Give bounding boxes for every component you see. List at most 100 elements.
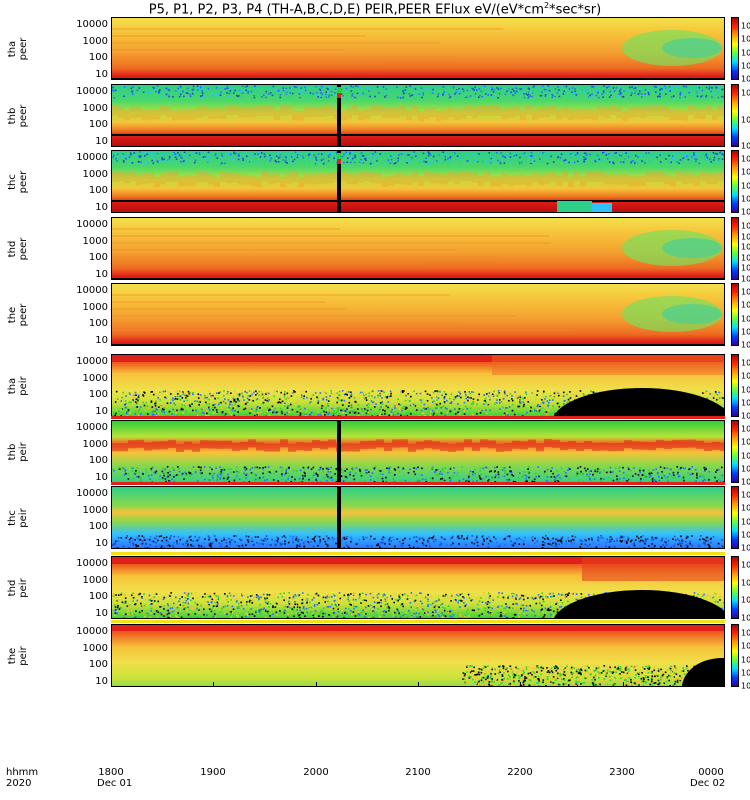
color-bar bbox=[731, 556, 739, 619]
color-bar bbox=[731, 283, 739, 346]
x-tick-label: 0000 bbox=[698, 767, 724, 778]
spectrogram-panel bbox=[111, 420, 725, 483]
colorbar-tick-label: 107 bbox=[741, 287, 750, 297]
spectrogram-panel bbox=[111, 84, 725, 147]
spectrogram-panel bbox=[111, 17, 725, 80]
colorbar-tick-label: 108 bbox=[741, 21, 750, 31]
colorbar-tick-label: 103 bbox=[741, 340, 750, 350]
y-tick-label: 100 bbox=[88, 185, 108, 197]
colorbar-tick-label: 104 bbox=[741, 141, 750, 151]
colorbar-tick-label: 103 bbox=[741, 543, 750, 553]
y-tick-label: 1000 bbox=[82, 35, 108, 47]
colorbar-tick-label: 107 bbox=[741, 34, 750, 44]
colorbar-tick-label: 105 bbox=[741, 578, 750, 588]
colorbar-tick-label: 108 bbox=[741, 88, 750, 98]
spectrogram-panel bbox=[111, 150, 725, 213]
y-axis-label: thc peir bbox=[7, 507, 29, 528]
colorbar-tick-label: 107 bbox=[741, 167, 750, 177]
color-bar bbox=[731, 624, 739, 687]
y-axis-label: thd peer bbox=[7, 237, 29, 260]
spectrogram-image bbox=[112, 18, 724, 79]
y-tick-label: 10000 bbox=[76, 487, 108, 499]
y-tick-label: 10 bbox=[95, 68, 108, 80]
color-bar bbox=[731, 420, 739, 483]
y-tick-label: 10 bbox=[95, 471, 108, 483]
y-tick-label: 10000 bbox=[76, 421, 108, 433]
x-tick-label: 2200 bbox=[507, 767, 533, 778]
y-axis-label: thc peer bbox=[7, 170, 29, 193]
y-tick-label: 10000 bbox=[76, 625, 108, 637]
y-tick-label: 10000 bbox=[76, 355, 108, 367]
color-bar bbox=[731, 84, 739, 147]
y-tick-label: 100 bbox=[88, 455, 108, 467]
spectrogram-panel bbox=[111, 556, 725, 619]
colorbar-tick-label: 102 bbox=[741, 411, 750, 421]
y-tick-label: 1000 bbox=[82, 235, 108, 247]
colorbar-tick-label: 108 bbox=[741, 154, 750, 164]
colorbar-tick-label: 104 bbox=[741, 327, 750, 337]
y-axis-label: tha peer bbox=[7, 37, 29, 60]
y-tick-label: 100 bbox=[88, 318, 108, 330]
y-axis-label: the peer bbox=[7, 303, 29, 326]
x-tick-label: 1800 bbox=[98, 767, 124, 778]
spectrogram-image bbox=[112, 487, 724, 548]
spectrogram-image bbox=[112, 557, 724, 618]
colorbar-tick-label: 106 bbox=[741, 560, 750, 570]
status-bar bbox=[111, 620, 725, 623]
y-tick-label: 10000 bbox=[76, 85, 108, 97]
colorbar-tick-label: 104 bbox=[741, 74, 750, 84]
spectrogram-image bbox=[112, 625, 724, 686]
colorbar-tick-label: 104 bbox=[741, 451, 750, 461]
colorbar-tick-label: 103 bbox=[741, 613, 750, 623]
y-tick-label: 1000 bbox=[82, 372, 108, 384]
colorbar-tick-label: 105 bbox=[741, 314, 750, 324]
y-tick-label: 1000 bbox=[82, 168, 108, 180]
colorbar-tick-label: 108 bbox=[741, 221, 750, 231]
color-bar bbox=[731, 150, 739, 213]
x-tick-mark bbox=[520, 682, 522, 687]
y-tick-label: 1000 bbox=[82, 102, 108, 114]
x-axis-label-year: 2020 bbox=[6, 778, 32, 789]
spectrogram-image bbox=[112, 85, 724, 146]
y-tick-label: 10 bbox=[95, 135, 108, 147]
y-axis-label: thb peir bbox=[7, 441, 29, 462]
y-tick-label: 100 bbox=[88, 521, 108, 533]
colorbar-tick-label: 106 bbox=[741, 628, 750, 638]
y-axis-label: tha peir bbox=[7, 375, 29, 396]
colorbar-tick-label: 102 bbox=[741, 477, 750, 487]
colorbar-tick-label: 106 bbox=[741, 115, 750, 125]
spectrogram-panel bbox=[111, 624, 725, 687]
colorbar-tick-label: 105 bbox=[741, 437, 750, 447]
x-date-label: Dec 02 bbox=[690, 778, 726, 789]
x-tick-label: 1900 bbox=[200, 767, 226, 778]
color-bar bbox=[731, 17, 739, 80]
y-tick-label: 10 bbox=[95, 537, 108, 549]
y-axis-label: the peir bbox=[7, 645, 29, 666]
y-tick-label: 10 bbox=[95, 268, 108, 280]
y-tick-label: 10 bbox=[95, 201, 108, 213]
spectrogram-panel bbox=[111, 486, 725, 549]
y-tick-label: 10 bbox=[95, 405, 108, 417]
x-tick-mark bbox=[622, 682, 624, 687]
y-tick-label: 10 bbox=[95, 675, 108, 687]
status-bar bbox=[111, 416, 725, 419]
colorbar-tick-label: 104 bbox=[741, 595, 750, 605]
color-bar bbox=[731, 486, 739, 549]
x-tick-mark bbox=[111, 682, 112, 687]
spectrogram-image bbox=[112, 421, 724, 482]
x-tick-mark bbox=[418, 682, 419, 687]
y-tick-label: 1000 bbox=[82, 301, 108, 313]
colorbar-tick-label: 107 bbox=[741, 490, 750, 500]
y-tick-label: 10000 bbox=[76, 557, 108, 569]
colorbar-tick-label: 106 bbox=[741, 242, 750, 252]
y-tick-label: 10000 bbox=[76, 18, 108, 30]
colorbar-tick-label: 103 bbox=[741, 464, 750, 474]
y-tick-label: 1000 bbox=[82, 574, 108, 586]
y-tick-label: 100 bbox=[88, 591, 108, 603]
spectrogram-panel bbox=[111, 283, 725, 346]
x-tick-mark bbox=[213, 682, 215, 687]
y-tick-label: 10000 bbox=[76, 151, 108, 163]
colorbar-tick-label: 105 bbox=[741, 253, 750, 263]
color-bar bbox=[731, 354, 739, 417]
colorbar-tick-label: 106 bbox=[741, 300, 750, 310]
